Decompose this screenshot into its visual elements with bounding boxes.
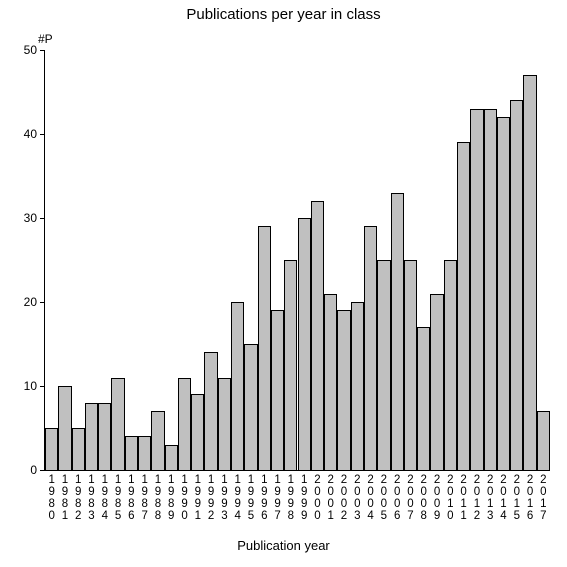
bar [523,75,536,470]
ytick-label: 30 [24,211,37,225]
ytick-label: 10 [24,379,37,393]
bar [311,201,324,470]
xtick-label: 2006 [391,474,403,522]
bar [72,428,85,470]
bar [430,294,443,470]
xtick-label: 1992 [205,474,217,522]
bar [125,436,138,470]
xtick-label: 1998 [285,474,297,522]
xtick-label: 1994 [232,474,244,522]
xtick-label: 2015 [511,474,523,522]
bar [324,294,337,470]
bar [284,260,297,470]
bar [258,226,271,470]
bar [337,310,350,470]
x-axis-title: Publication year [0,538,567,553]
xtick-label: 1983 [86,474,98,522]
bar [244,344,257,470]
xtick-label: 2002 [338,474,350,522]
xtick-label: 2012 [471,474,483,522]
xtick-label: 2007 [404,474,416,522]
xtick-label: 2001 [325,474,337,522]
bar [510,100,523,470]
ytick-line [40,470,45,471]
xtick-label: 1996 [258,474,270,522]
xtick-label: 2004 [365,474,377,522]
xtick-label: 2008 [418,474,430,522]
bar [191,394,204,470]
ytick-line [40,134,45,135]
bar [165,445,178,470]
xtick-label: 1982 [72,474,84,522]
xtick-label: 1984 [99,474,111,522]
bar [417,327,430,470]
bar [58,386,71,470]
xtick-label: 2014 [497,474,509,522]
bar [377,260,390,470]
xtick-label: 1981 [59,474,71,522]
xtick-label: 1989 [165,474,177,522]
xtick-label: 1980 [46,474,58,522]
ytick-label: 40 [24,127,37,141]
xtick-label: 2013 [484,474,496,522]
bar [444,260,457,470]
ytick-line [40,50,45,51]
bar [470,109,483,470]
xtick-label: 2000 [311,474,323,522]
xtick-label: 1986 [125,474,137,522]
xtick-label: 1988 [152,474,164,522]
ytick-line [40,386,45,387]
xtick-label: 1985 [112,474,124,522]
xtick-label: 1993 [218,474,230,522]
xtick-label: 1999 [298,474,310,522]
xtick-label: 2010 [444,474,456,522]
xtick-label: 2017 [537,474,549,522]
xtick-label: 1987 [139,474,151,522]
chart-title: Publications per year in class [0,6,567,23]
bar [85,403,98,470]
bar [364,226,377,470]
bar [204,352,217,470]
bar [271,310,284,470]
bar [484,109,497,470]
xtick-label: 2016 [524,474,536,522]
bar [178,378,191,470]
xtick-label: 2005 [378,474,390,522]
bar [537,411,550,470]
bar [111,378,124,470]
xtick-label: 1991 [192,474,204,522]
ytick-line [40,302,45,303]
bar [151,411,164,470]
bar [404,260,417,470]
ytick-label: 20 [24,295,37,309]
bar [298,218,311,470]
bar [351,302,364,470]
bar [138,436,151,470]
y-axis-label: #P [38,32,53,46]
xtick-label: 1995 [245,474,257,522]
ytick-label: 0 [30,463,37,477]
plot-area: 0102030405019801981198219831984198519861… [44,50,550,471]
ytick-label: 50 [24,43,37,57]
bar [45,428,58,470]
xtick-label: 2003 [351,474,363,522]
bar [98,403,111,470]
bar [218,378,231,470]
bar [497,117,510,470]
bar [391,193,404,470]
bar [457,142,470,470]
ytick-line [40,218,45,219]
xtick-label: 2011 [458,474,470,522]
xtick-label: 1990 [179,474,191,522]
chart-container: Publications per year in class #P 010203… [0,0,567,567]
xtick-label: 1997 [272,474,284,522]
xtick-label: 2009 [431,474,443,522]
bar [231,302,244,470]
